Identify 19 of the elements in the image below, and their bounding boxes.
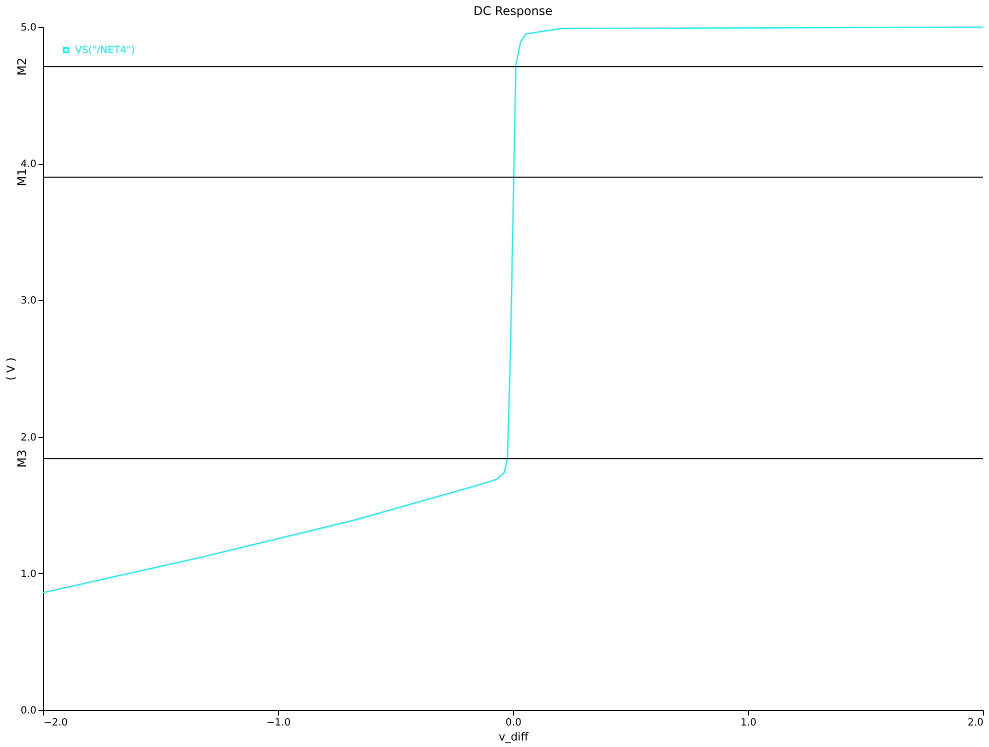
chart-title: DC Response bbox=[473, 4, 553, 18]
x-tick-label: −1.0 bbox=[266, 718, 291, 728]
ref-line-label: M1 bbox=[15, 168, 29, 186]
y-tick-label: 2.0 bbox=[20, 432, 36, 444]
x-tick-label: 0.0 bbox=[506, 718, 522, 728]
y-axis-title: ( V ) bbox=[4, 357, 18, 381]
ref-line-label: M3 bbox=[15, 450, 29, 468]
line-series bbox=[42, 26, 984, 594]
x-axis-title: v_diff bbox=[498, 730, 529, 744]
y-tick-label: 0.0 bbox=[20, 706, 36, 716]
legend-label: VS("/NET4") bbox=[75, 45, 135, 56]
y-tick-label: 1.0 bbox=[20, 568, 36, 580]
y-tick-label: 4.0 bbox=[20, 159, 36, 170]
x-tick-label: 1.0 bbox=[740, 718, 756, 728]
x-tick-label: 2.0 bbox=[968, 718, 984, 728]
ref-line-label: M2 bbox=[15, 58, 29, 76]
x-tick-label: −2.0 bbox=[44, 718, 68, 728]
y-tick-label: 3.0 bbox=[20, 296, 36, 307]
y-tick-label: 5.0 bbox=[20, 22, 36, 34]
